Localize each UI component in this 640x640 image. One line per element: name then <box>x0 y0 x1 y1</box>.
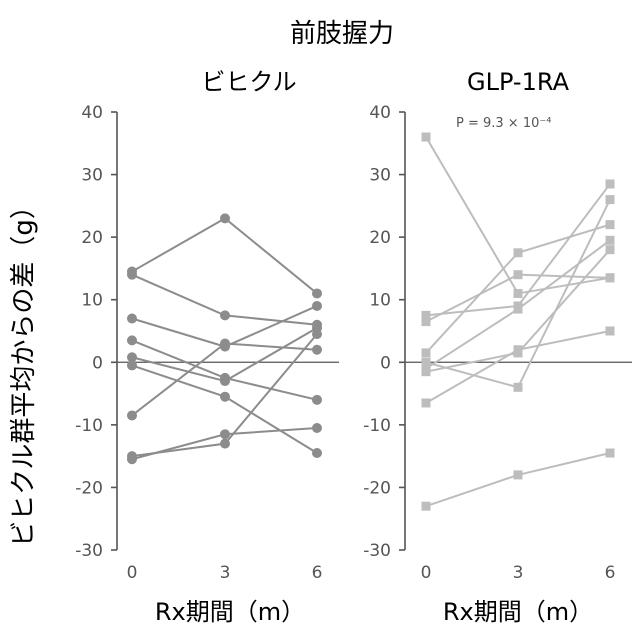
x-axis-label-vehicle: Rx期間（m） <box>155 598 305 626</box>
data-point-vehicle <box>312 345 322 355</box>
y-tick-label-glp1ra: -10 <box>363 416 391 436</box>
data-point-glp1ra <box>514 345 523 354</box>
data-point-vehicle <box>220 429 230 439</box>
y-tick-label-vehicle: 0 <box>92 353 103 373</box>
data-point-vehicle <box>312 288 322 298</box>
data-point-vehicle <box>127 270 137 280</box>
y-tick-label-glp1ra: 40 <box>369 103 391 123</box>
y-tick-label-glp1ra: 20 <box>369 228 391 248</box>
chart-panel-vehicle: ビヒクル Rx期間（m） -30 -20 -10 0 10 20 30 40 0 3 6 <box>75 68 339 626</box>
x-tick-label-glp1ra: 0 <box>421 563 432 583</box>
figure-title: 前肢握力 <box>290 19 394 49</box>
panel-title-vehicle: ビヒクル <box>201 68 296 96</box>
data-point-glp1ra <box>606 220 615 229</box>
data-point-glp1ra <box>422 398 431 407</box>
data-point-glp1ra <box>606 327 615 336</box>
data-point-glp1ra <box>514 248 523 257</box>
y-tick-label-vehicle: -30 <box>75 541 103 561</box>
data-point-glp1ra <box>606 245 615 254</box>
y-tick-label-vehicle: -20 <box>75 478 103 498</box>
data-point-glp1ra <box>514 305 523 314</box>
axes-vehicle: -30 -20 -10 0 10 20 30 40 0 3 6 <box>75 103 339 583</box>
x-tick-label-vehicle: 0 <box>127 563 138 583</box>
data-point-glp1ra <box>514 383 523 392</box>
x-tick-label-vehicle: 3 <box>220 563 231 583</box>
y-tick-label-glp1ra: 10 <box>369 291 391 311</box>
y-tick-label-glp1ra: -20 <box>363 478 391 498</box>
data-point-glp1ra <box>422 317 431 326</box>
series-group-glp1ra <box>422 133 615 511</box>
y-tick-label-vehicle: 40 <box>81 103 103 123</box>
series-line-glp1ra <box>426 225 610 353</box>
y-tick-label-vehicle: 20 <box>81 228 103 248</box>
data-point-vehicle <box>312 301 322 311</box>
data-point-vehicle <box>312 423 322 433</box>
data-point-vehicle <box>220 439 230 449</box>
x-tick-label-vehicle: 6 <box>312 563 323 583</box>
data-point-vehicle <box>312 329 322 339</box>
data-point-vehicle <box>220 310 230 320</box>
data-point-vehicle <box>312 448 322 458</box>
y-tick-label-vehicle: 10 <box>81 291 103 311</box>
data-point-vehicle <box>127 360 137 370</box>
data-point-glp1ra <box>606 236 615 245</box>
series-line-glp1ra <box>426 137 610 293</box>
data-point-glp1ra <box>606 195 615 204</box>
data-point-vehicle <box>127 313 137 323</box>
data-point-glp1ra <box>422 133 431 142</box>
x-axis-label-glp1ra: Rx期間（m） <box>443 598 593 626</box>
p-value-annotation: P = 9.3 × 10⁻⁴ <box>456 116 551 131</box>
data-point-vehicle <box>127 335 137 345</box>
data-point-glp1ra <box>422 367 431 376</box>
data-point-glp1ra <box>514 270 523 279</box>
y-tick-label-vehicle: 30 <box>81 166 103 186</box>
data-point-vehicle <box>220 213 230 223</box>
data-point-vehicle <box>312 395 322 405</box>
axes-glp1ra: -30 -20 -10 0 10 20 30 40 0 3 6 <box>363 103 632 583</box>
data-point-glp1ra <box>606 179 615 188</box>
x-tick-label-glp1ra: 3 <box>513 563 524 583</box>
series-group-vehicle <box>127 213 322 464</box>
data-point-glp1ra <box>514 289 523 298</box>
y-axis-label: ビヒクル群平均からの差（g） <box>9 193 39 547</box>
y-tick-label-glp1ra: 0 <box>380 353 391 373</box>
data-point-vehicle <box>127 454 137 464</box>
y-tick-label-vehicle: -10 <box>75 416 103 436</box>
chart-panel-glp1ra: GLP-1RA P = 9.3 × 10⁻⁴ Rx期間（m） -30 -20 -10… <box>363 68 632 626</box>
y-tick-label-glp1ra: -30 <box>363 541 391 561</box>
series-line-glp1ra <box>426 453 610 506</box>
data-point-vehicle <box>220 339 230 349</box>
data-point-glp1ra <box>606 273 615 282</box>
data-point-glp1ra <box>422 348 431 357</box>
panel-title-glp1ra: GLP-1RA <box>467 68 570 96</box>
data-point-glp1ra <box>606 449 615 458</box>
series-line-vehicle <box>132 218 317 293</box>
data-point-vehicle <box>220 392 230 402</box>
data-point-glp1ra <box>514 470 523 479</box>
x-tick-label-glp1ra: 6 <box>605 563 616 583</box>
data-point-vehicle <box>127 410 137 420</box>
data-point-glp1ra <box>422 502 431 511</box>
data-point-vehicle <box>220 376 230 386</box>
y-tick-label-glp1ra: 30 <box>369 166 391 186</box>
